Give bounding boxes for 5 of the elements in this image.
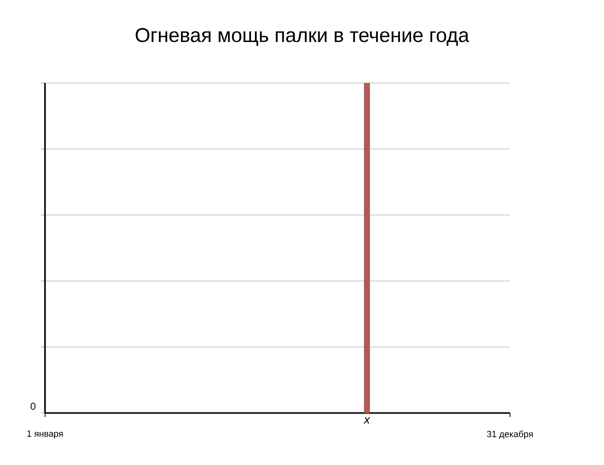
chart-title: Огневая мощь палки в течение года [136, 28, 470, 46]
x-tick-label: 1 января [27, 430, 63, 439]
x-tick-label: 31 декабря [487, 430, 533, 439]
annotation: x [363, 417, 370, 424]
text: 0 [30, 402, 36, 410]
